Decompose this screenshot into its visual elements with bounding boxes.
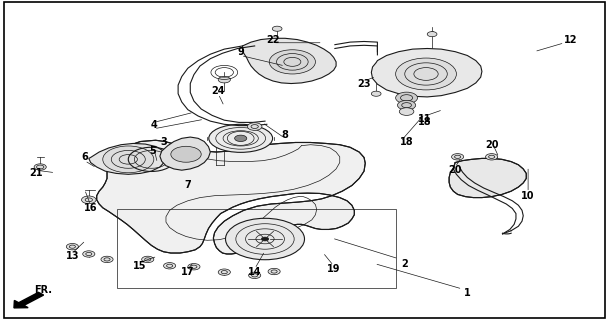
Text: 13: 13 bbox=[66, 251, 79, 261]
Circle shape bbox=[248, 272, 261, 278]
Text: 7: 7 bbox=[185, 180, 191, 190]
Circle shape bbox=[66, 244, 79, 250]
Text: 18: 18 bbox=[418, 117, 432, 127]
Circle shape bbox=[485, 154, 498, 160]
Text: FR.: FR. bbox=[34, 285, 52, 295]
Circle shape bbox=[188, 264, 200, 270]
Text: 19: 19 bbox=[327, 264, 340, 274]
Text: 15: 15 bbox=[133, 261, 146, 271]
Text: 9: 9 bbox=[238, 47, 244, 57]
Polygon shape bbox=[449, 158, 526, 197]
Text: 14: 14 bbox=[248, 267, 261, 277]
Circle shape bbox=[142, 256, 154, 263]
Text: 1: 1 bbox=[464, 288, 471, 298]
Text: 23: 23 bbox=[357, 79, 371, 89]
Circle shape bbox=[34, 164, 46, 170]
Circle shape bbox=[398, 100, 416, 110]
Text: 6: 6 bbox=[81, 152, 88, 163]
Circle shape bbox=[428, 32, 437, 37]
Text: 16: 16 bbox=[84, 204, 97, 213]
Circle shape bbox=[218, 76, 230, 83]
Circle shape bbox=[272, 26, 282, 31]
Text: 21: 21 bbox=[29, 168, 43, 178]
Text: 2: 2 bbox=[401, 259, 408, 268]
Text: 17: 17 bbox=[181, 267, 195, 277]
Text: 4: 4 bbox=[150, 120, 157, 130]
Polygon shape bbox=[14, 292, 44, 308]
Circle shape bbox=[218, 269, 230, 275]
Text: 18: 18 bbox=[400, 137, 414, 147]
Circle shape bbox=[234, 135, 247, 141]
Polygon shape bbox=[89, 143, 166, 174]
Circle shape bbox=[247, 123, 262, 130]
Circle shape bbox=[82, 196, 96, 204]
Text: 3: 3 bbox=[160, 137, 167, 147]
Polygon shape bbox=[160, 137, 210, 170]
Circle shape bbox=[171, 146, 201, 162]
Circle shape bbox=[396, 58, 456, 90]
Circle shape bbox=[371, 91, 381, 96]
Polygon shape bbox=[97, 140, 365, 254]
Text: 10: 10 bbox=[521, 191, 535, 201]
Circle shape bbox=[451, 154, 463, 160]
Circle shape bbox=[400, 108, 414, 116]
Text: 20: 20 bbox=[448, 165, 462, 175]
Text: 24: 24 bbox=[211, 85, 225, 96]
Text: 20: 20 bbox=[485, 140, 498, 150]
Circle shape bbox=[225, 218, 304, 260]
Circle shape bbox=[268, 268, 280, 275]
Circle shape bbox=[269, 50, 315, 74]
Text: 22: 22 bbox=[266, 35, 280, 44]
Ellipse shape bbox=[209, 124, 273, 152]
Circle shape bbox=[396, 92, 418, 104]
Circle shape bbox=[83, 251, 95, 257]
Text: 12: 12 bbox=[564, 35, 577, 44]
Circle shape bbox=[164, 263, 175, 269]
Text: 8: 8 bbox=[281, 130, 289, 140]
Text: 11: 11 bbox=[418, 114, 432, 124]
Text: 5: 5 bbox=[149, 146, 156, 156]
Polygon shape bbox=[242, 38, 336, 84]
Circle shape bbox=[101, 256, 113, 263]
Circle shape bbox=[261, 237, 269, 241]
Polygon shape bbox=[371, 49, 482, 97]
Circle shape bbox=[103, 146, 154, 173]
